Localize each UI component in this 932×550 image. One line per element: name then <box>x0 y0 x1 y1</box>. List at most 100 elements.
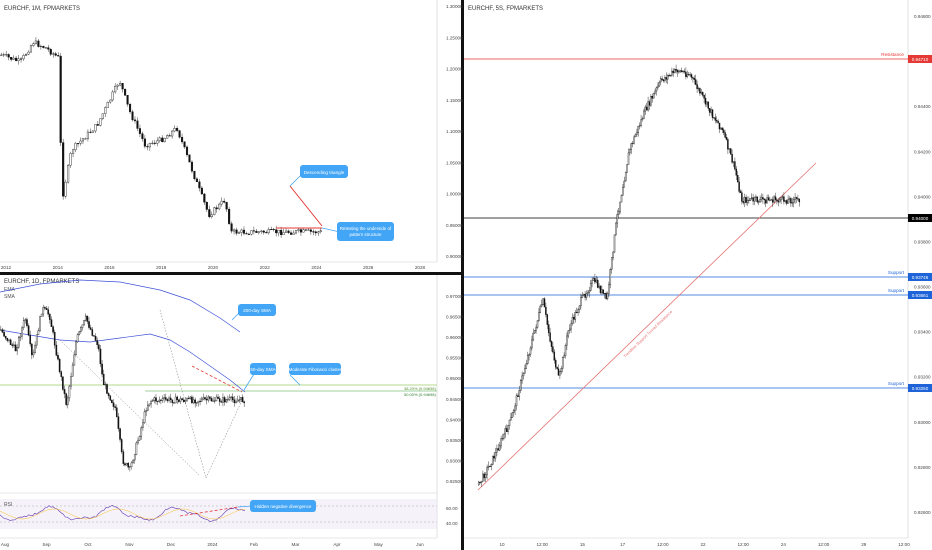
candle-body <box>57 55 60 57</box>
candle-body <box>240 229 243 233</box>
candle-body <box>76 143 80 145</box>
price-tick-label: 0.97000 <box>446 294 463 299</box>
monthly-price-axis: 1.30000 1.25000 1.20000 1.15000 1.10000 1.050… <box>446 4 463 259</box>
candle-body <box>507 425 509 432</box>
candle-body <box>742 201 745 203</box>
candle-body <box>7 54 10 58</box>
candle-body <box>198 181 201 189</box>
time-tick-label: 2014 <box>53 265 64 270</box>
candle-body <box>638 125 641 127</box>
candle-body <box>574 312 577 320</box>
candle-body <box>536 320 539 328</box>
candle-body <box>210 214 213 218</box>
candle-body <box>701 91 704 96</box>
price-tick-label: 0.93800 <box>914 239 931 244</box>
candle-body <box>59 55 62 143</box>
candle-body <box>608 284 610 294</box>
candle-body <box>672 70 675 73</box>
candle-body <box>156 140 159 144</box>
candle-body <box>89 327 92 330</box>
candle-body <box>70 376 72 387</box>
candle-body <box>153 397 156 401</box>
candle-body <box>191 396 193 404</box>
candle-body <box>57 355 59 360</box>
callout-hidden-divergence-text: Hidden negative divergence <box>255 504 312 509</box>
candle-body <box>729 148 732 155</box>
candle-body <box>67 164 70 183</box>
candle-body <box>109 99 112 103</box>
candle-body <box>588 290 591 293</box>
candle-body <box>10 57 13 60</box>
candle-body <box>777 200 780 203</box>
candle-body <box>183 141 186 148</box>
price-tick-label: 0.95000 <box>446 376 463 381</box>
candle-body <box>609 269 612 285</box>
candle-body <box>11 344 14 346</box>
candle-body <box>542 298 544 305</box>
candle-body <box>267 229 270 234</box>
candle-body <box>94 124 97 132</box>
candle-body <box>766 197 768 204</box>
candle-body <box>72 149 75 154</box>
candle-body <box>309 229 312 232</box>
candle-body <box>515 395 518 407</box>
candle-body <box>37 40 40 47</box>
callout-50-day-sma: 50-day SMA <box>243 363 277 391</box>
candle-body <box>752 197 754 202</box>
candle-body <box>205 398 208 401</box>
candle-body <box>270 229 273 231</box>
candle-body <box>136 120 139 129</box>
price-tick-label: 1.25000 <box>446 35 463 40</box>
candle-body <box>657 85 659 88</box>
candle-body <box>559 371 561 376</box>
candle-body <box>138 436 141 441</box>
callout-fibonacci-cluster-text: Moderate Fibonacci cluster <box>289 367 342 372</box>
candle-body <box>636 132 638 135</box>
daily-candles <box>0 304 245 472</box>
candle-body <box>763 198 766 201</box>
candle-body <box>504 428 507 435</box>
candle-body <box>240 397 242 400</box>
candle-body <box>2 54 5 56</box>
candle-body <box>231 396 234 401</box>
candle-body <box>552 346 554 353</box>
candle-body <box>297 229 300 231</box>
price-tick-label: 0.94200 <box>914 149 931 154</box>
candle-body <box>236 399 239 403</box>
candle-body <box>64 181 67 197</box>
candle-body <box>501 438 504 440</box>
fivemin-candles <box>477 64 801 487</box>
candle-body <box>546 314 549 325</box>
candle-body <box>518 390 521 397</box>
callout-descending-triangle: Descending triangle <box>289 165 348 187</box>
candle-body <box>62 142 65 197</box>
candle-body <box>545 306 547 315</box>
candle-body <box>163 138 166 143</box>
candle-body <box>675 69 677 71</box>
candle-body <box>119 83 122 86</box>
candle-body <box>596 279 599 288</box>
candle-body <box>39 45 42 47</box>
candle-body <box>192 399 195 404</box>
candle-body <box>166 135 169 139</box>
candle-body <box>773 196 775 203</box>
candle-body <box>209 396 211 399</box>
time-tick-label: 2016 <box>104 265 115 270</box>
candle-body <box>257 231 260 233</box>
candle-body <box>756 196 759 203</box>
price-tick-label: 1.20000 <box>446 67 463 72</box>
candle-body <box>615 222 617 236</box>
price-tick-label: 0.96500 <box>446 315 463 320</box>
candle-body <box>739 191 742 193</box>
candle-body <box>517 395 519 397</box>
candle-body <box>168 397 170 401</box>
candle-body <box>203 193 206 203</box>
candle-body <box>285 230 288 233</box>
candle-body <box>217 396 219 399</box>
candle-body <box>665 77 668 80</box>
price-tick-label: 1.10000 <box>446 129 463 134</box>
candle-body <box>528 354 530 356</box>
candle-body <box>13 344 15 346</box>
candle-body <box>24 319 27 321</box>
sma-50-line <box>0 329 246 393</box>
